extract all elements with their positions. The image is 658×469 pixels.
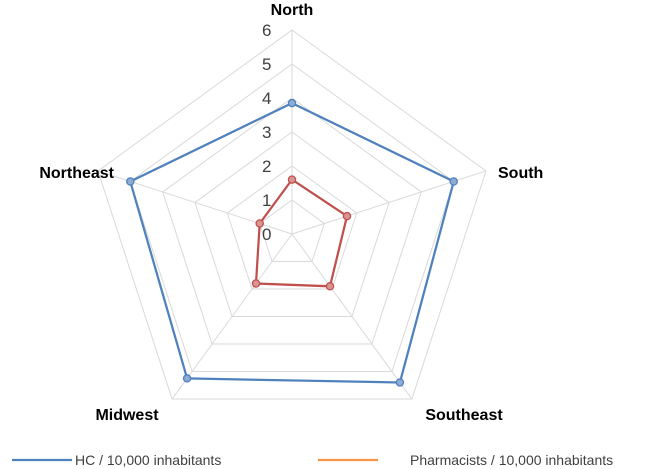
- tick-label-6: 6: [262, 21, 271, 40]
- data-point-1-northeast: [126, 177, 135, 186]
- spoke-midwest: [171, 233, 293, 400]
- series-line-2: [254, 178, 349, 288]
- tick-label-4: 4: [262, 89, 271, 108]
- grid-ring-5: [129, 63, 455, 372]
- series-line-1: [128, 101, 456, 384]
- data-point-2-north: [287, 175, 297, 184]
- category-label-midwest: Midwest: [95, 407, 159, 424]
- category-labels: North South Southeast Midwest Northeast: [39, 2, 543, 424]
- data-point-1-south: [449, 177, 458, 186]
- series-layer: [126, 98, 458, 387]
- category-label-south: South: [498, 165, 543, 182]
- category-label-southeast: Southeast: [425, 407, 503, 424]
- radar-grid: [97, 29, 487, 400]
- grid-ring-3: [194, 131, 390, 317]
- legend: HC / 10,000 inhabitants Pharmacists / 10,…: [12, 452, 613, 468]
- grid-ring-1: [259, 199, 325, 262]
- tick-label-3: 3: [262, 123, 271, 142]
- data-point-2-northeast: [255, 219, 264, 228]
- grid-ring-6: [97, 29, 487, 400]
- data-point-2-midwest: [251, 279, 261, 288]
- data-point-2-southeast: [325, 282, 335, 291]
- data-point-1-north: [287, 98, 297, 108]
- tick-label-1: 1: [262, 191, 271, 210]
- tick-label-2: 2: [262, 157, 271, 176]
- grid-ring-4: [162, 97, 422, 345]
- grid-ring-2: [226, 165, 358, 290]
- legend-label-1: HC / 10,000 inhabitants: [75, 452, 221, 468]
- legend-label-2: Pharmacists / 10,000 inhabitants: [410, 452, 613, 468]
- data-point-1-southeast: [395, 378, 405, 387]
- category-label-north: North: [271, 2, 314, 19]
- category-label-northeast: Northeast: [39, 165, 114, 182]
- radial-tick-labels: 0 1 2 3 4 5 6: [262, 21, 271, 244]
- data-point-2-south: [342, 211, 352, 221]
- spoke-southeast: [291, 233, 413, 400]
- data-point-1-midwest: [182, 374, 192, 383]
- tick-label-0: 0: [262, 225, 271, 244]
- tick-label-5: 5: [262, 55, 271, 74]
